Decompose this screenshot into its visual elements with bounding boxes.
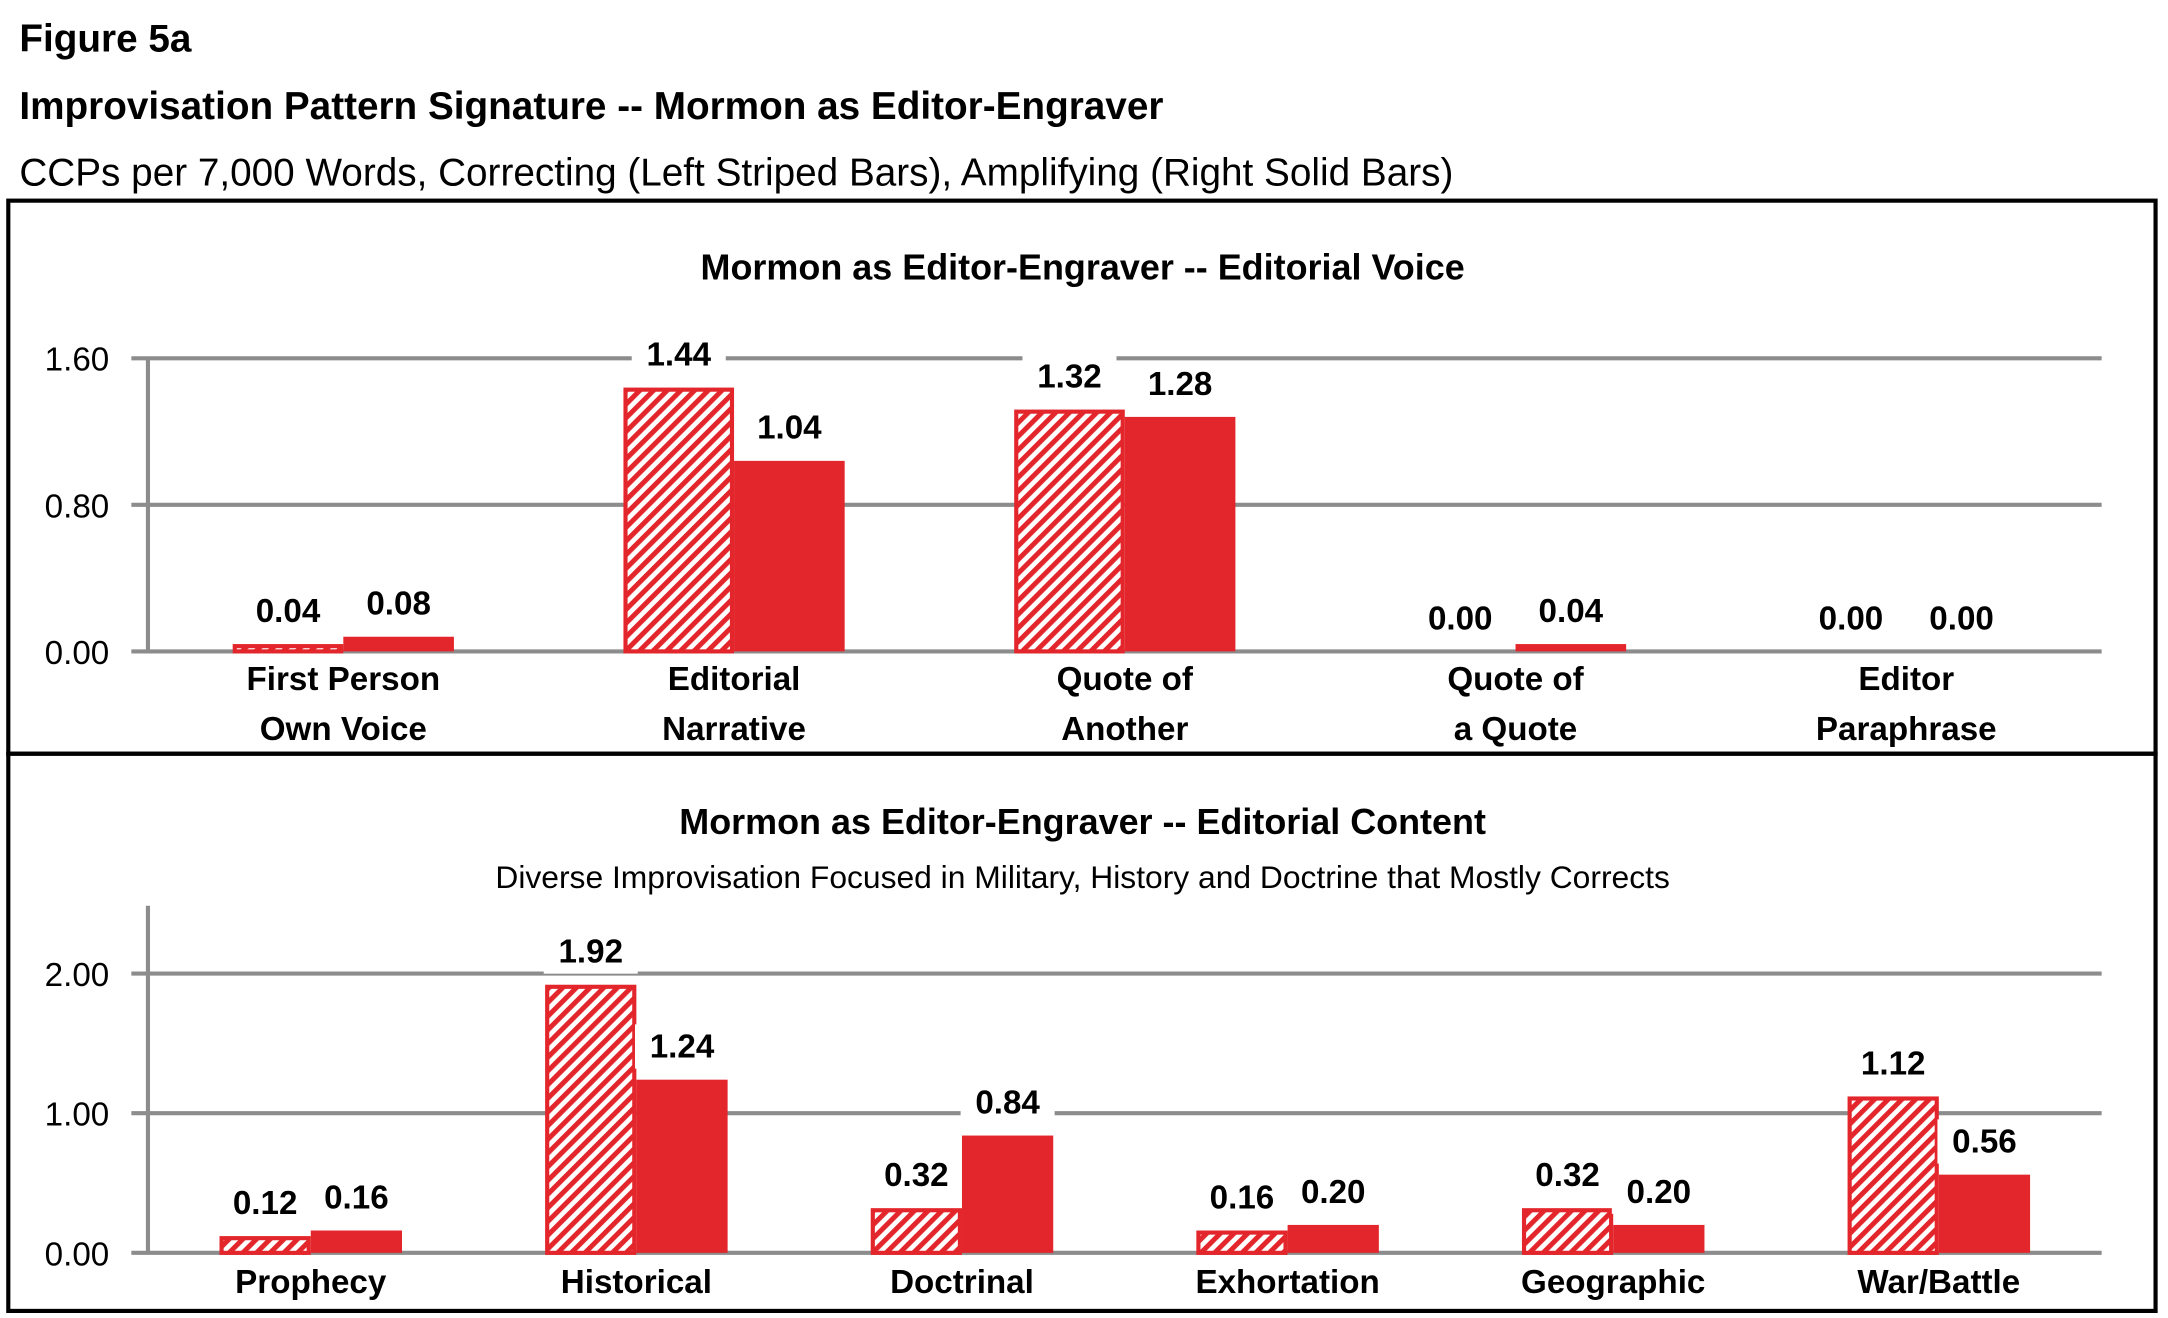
- category-label: First Person: [247, 661, 441, 698]
- data-label-bg: [1520, 1152, 1615, 1198]
- data-label: 1.24: [650, 1029, 715, 1066]
- bar-amplifying: [1287, 1224, 1379, 1253]
- bar-amplifying: [310, 1230, 403, 1253]
- figure-subtitle: CCPs per 7,000 Words, Correcting (Left S…: [19, 151, 1453, 194]
- category-label: Quote of: [1057, 661, 1194, 698]
- data-label-bg: [960, 1080, 1055, 1125]
- category-label: a Quote: [1454, 711, 1578, 748]
- data-label-bg: [1937, 1119, 2032, 1164]
- data-label: 0.84: [975, 1084, 1040, 1121]
- data-label: 1.04: [757, 410, 822, 447]
- data-label: 0.56: [1952, 1124, 2017, 1161]
- chart-editorial-voice: Mormon as Editor-Engraver -- Editorial V…: [45, 246, 2102, 748]
- data-label-bg: [1133, 361, 1228, 406]
- chart-editorial-content: Mormon as Editor-Engraver -- Editorial C…: [45, 801, 2102, 1301]
- data-label: 1.44: [646, 336, 711, 373]
- data-label-bg: [1022, 354, 1117, 399]
- data-label-bg: [1413, 596, 1508, 641]
- data-label: 1.12: [1861, 1045, 1926, 1082]
- data-label: 1.92: [558, 934, 623, 971]
- category-label: Own Voice: [260, 711, 427, 748]
- category-label: Doctrinal: [890, 1264, 1034, 1301]
- data-label-bg: [1523, 588, 1618, 634]
- figure-label: Figure 5a: [19, 17, 192, 60]
- category-label: Historical: [561, 1264, 712, 1301]
- y-tick-label: 1.60: [45, 342, 110, 379]
- bar-correcting: [545, 984, 637, 1255]
- category-label: Narrative: [662, 711, 806, 748]
- data-label-bg: [1611, 1169, 1706, 1214]
- category-label: Prophecy: [235, 1264, 387, 1301]
- data-label-bg: [240, 588, 336, 634]
- data-label: 0.04: [256, 593, 321, 630]
- data-label-bg: [1846, 1041, 1941, 1086]
- category-label: Another: [1061, 711, 1188, 748]
- bar-amplifying: [343, 636, 454, 652]
- data-label: 0.16: [324, 1179, 389, 1216]
- data-label-bg: [543, 929, 638, 974]
- data-label: 0.20: [1627, 1174, 1692, 1211]
- category-label: Editorial: [668, 661, 801, 698]
- bar-amplifying: [961, 1135, 1054, 1253]
- bar-correcting: [1196, 1230, 1288, 1255]
- chart-subtitle: Diverse Improvisation Focused in Militar…: [495, 859, 1670, 895]
- category-label: Paraphrase: [1816, 711, 1997, 748]
- category-label: Editor: [1858, 661, 1954, 698]
- bar-amplifying: [1515, 644, 1627, 652]
- data-label: 0.00: [1819, 600, 1884, 637]
- figure-title: Improvisation Pattern Signature -- Mormo…: [19, 85, 1163, 128]
- bar-amplifying: [636, 1079, 728, 1253]
- bar-amplifying: [1124, 416, 1236, 652]
- data-label: 0.32: [884, 1157, 949, 1194]
- bar-correcting: [219, 1236, 311, 1255]
- category-label: War/Battle: [1857, 1264, 2020, 1301]
- data-label-bg: [1914, 596, 2009, 641]
- y-tick-label: 1.00: [45, 1097, 110, 1134]
- data-label-bg: [1803, 596, 1898, 641]
- y-tick-label: 2.00: [45, 957, 110, 994]
- y-tick-label: 0.00: [45, 635, 110, 672]
- data-label: 0.04: [1539, 593, 1604, 630]
- data-label-bg: [631, 332, 726, 377]
- data-label-bg: [869, 1152, 964, 1198]
- data-label-bg: [351, 581, 446, 626]
- data-label: 0.00: [1929, 600, 1994, 637]
- data-label: 1.28: [1148, 366, 1213, 403]
- data-label: 0.16: [1210, 1179, 1275, 1216]
- data-label: 0.12: [233, 1185, 298, 1222]
- category-label: Geographic: [1521, 1264, 1705, 1301]
- bar-correcting: [232, 644, 344, 654]
- bar-correcting: [1014, 409, 1125, 654]
- panel-bottom-border: [6, 751, 2158, 1313]
- data-label: 0.00: [1428, 600, 1493, 637]
- category-label: Exhortation: [1195, 1264, 1379, 1301]
- data-label: 1.32: [1037, 358, 1102, 395]
- chart-title: Mormon as Editor-Engraver -- Editorial V…: [701, 246, 1465, 287]
- bar-correcting: [1521, 1208, 1614, 1255]
- data-label-bg: [1286, 1169, 1381, 1214]
- y-tick-label: 0.00: [45, 1236, 110, 1273]
- data-label: 0.08: [366, 586, 431, 623]
- bar-amplifying: [1938, 1174, 2031, 1253]
- data-label-bg: [634, 1024, 730, 1069]
- chart-title: Mormon as Editor-Engraver -- Editorial C…: [679, 801, 1486, 842]
- data-label: 0.32: [1535, 1157, 1600, 1194]
- bar-amplifying: [1613, 1224, 1705, 1253]
- bar-amplifying: [734, 460, 845, 652]
- data-label-bg: [309, 1175, 404, 1220]
- category-label: Quote of: [1447, 661, 1584, 698]
- data-label-bg: [1194, 1175, 1289, 1220]
- data-label-bg: [218, 1180, 313, 1226]
- data-label-bg: [742, 405, 837, 450]
- y-tick-label: 0.80: [45, 488, 110, 525]
- data-label: 0.20: [1301, 1174, 1366, 1211]
- bar-correcting: [1847, 1096, 1939, 1255]
- bar-correcting: [623, 387, 735, 654]
- bar-correcting: [870, 1208, 962, 1255]
